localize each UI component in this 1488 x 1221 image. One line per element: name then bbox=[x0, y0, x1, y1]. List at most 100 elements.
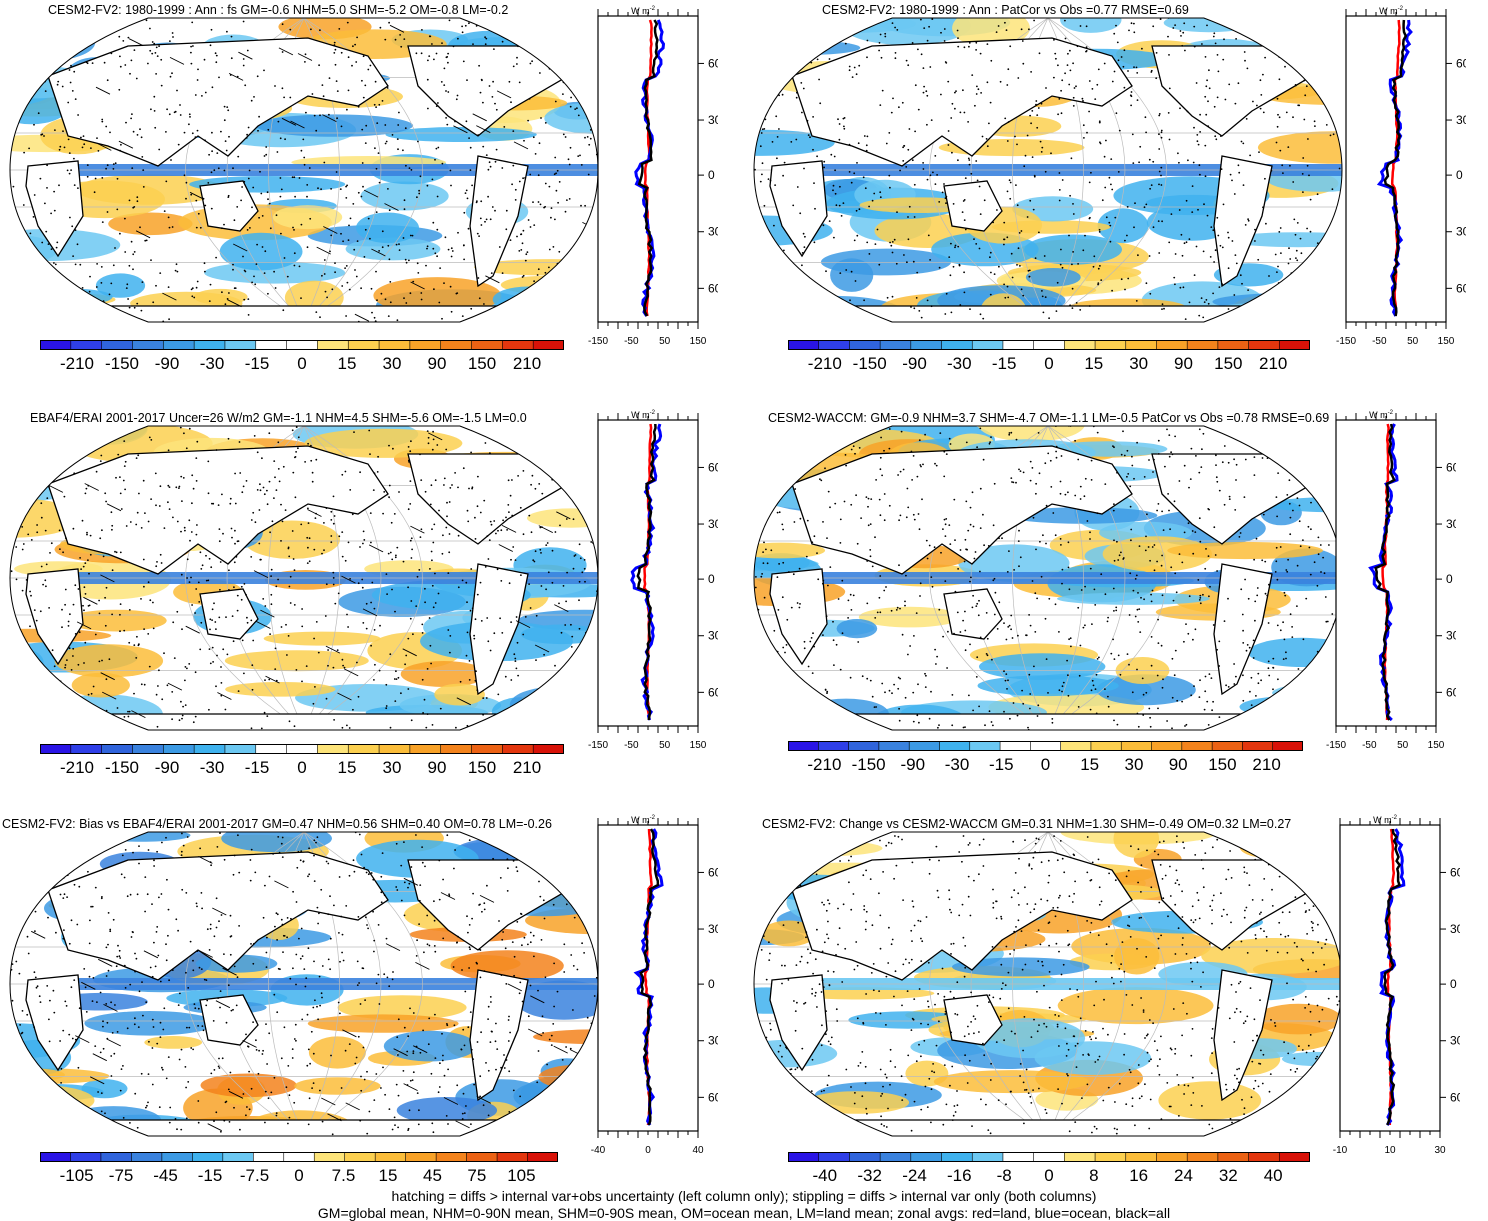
colorbar-swatch bbox=[818, 340, 851, 350]
stipple-dot bbox=[392, 447, 394, 450]
stipple-dot bbox=[584, 24, 587, 27]
stipple-dot bbox=[1309, 230, 1312, 233]
stipple-dot bbox=[1328, 79, 1331, 81]
stipple-dot bbox=[196, 129, 199, 132]
panel-1-colorbar bbox=[40, 340, 564, 350]
hatch-line bbox=[554, 604, 569, 613]
stipple-dot bbox=[286, 654, 288, 656]
stipple-dot bbox=[954, 91, 956, 94]
stipple-dot bbox=[323, 522, 325, 524]
stipple-dot bbox=[1145, 535, 1147, 538]
stipple-dot bbox=[823, 437, 825, 440]
stipple-dot bbox=[190, 531, 193, 533]
stipple-dot bbox=[1281, 164, 1284, 167]
stipple-dot bbox=[165, 131, 167, 133]
anomaly-region bbox=[754, 308, 808, 322]
stipple-dot bbox=[89, 275, 91, 278]
stipple-dot bbox=[570, 691, 572, 694]
stipple-dot bbox=[1047, 452, 1050, 455]
zonal-units-label: W m-2 bbox=[1379, 6, 1403, 16]
panel-2-colorbar bbox=[788, 340, 1310, 350]
stipple-dot bbox=[475, 670, 477, 673]
stipple-dot bbox=[1293, 464, 1296, 467]
land-mass bbox=[1213, 563, 1273, 696]
stipple-dot bbox=[812, 116, 814, 118]
stipple-dot bbox=[323, 161, 326, 164]
stipple-dot bbox=[881, 474, 883, 477]
stipple-dot bbox=[99, 460, 102, 462]
stipple-dot bbox=[403, 841, 405, 843]
stipple-dot bbox=[105, 1003, 108, 1005]
stipple-dot bbox=[36, 465, 39, 468]
stipple-dot bbox=[449, 651, 451, 654]
stipple-dot bbox=[150, 439, 153, 441]
stipple-dot bbox=[1188, 486, 1190, 489]
stipple-dot bbox=[1294, 720, 1297, 723]
stipple-dot bbox=[583, 559, 586, 561]
stipple-dot bbox=[556, 881, 559, 884]
colorbar-swatch bbox=[40, 340, 72, 350]
zonal-x-tick-label: 50 bbox=[1397, 740, 1409, 751]
stipple-dot bbox=[193, 296, 196, 299]
stipple-dot bbox=[1161, 308, 1163, 310]
stipple-dot bbox=[534, 487, 537, 490]
stipple-dot bbox=[886, 296, 889, 299]
stipple-dot bbox=[893, 683, 895, 686]
stipple-dot bbox=[1195, 82, 1198, 84]
stipple-dot bbox=[1284, 18, 1286, 19]
stipple-dot bbox=[1022, 62, 1025, 65]
stipple-dot bbox=[215, 449, 218, 451]
stipple-dot bbox=[1221, 283, 1224, 285]
stipple-dot bbox=[61, 626, 63, 629]
stipple-dot bbox=[1307, 525, 1310, 528]
stipple-dot bbox=[858, 447, 861, 449]
stipple-dot bbox=[896, 606, 899, 609]
stipple-dot bbox=[752, 125, 753, 127]
stipple-dot bbox=[976, 602, 979, 605]
stipple-dot bbox=[1321, 427, 1323, 430]
stipple-dot bbox=[165, 836, 167, 839]
stipple-dot bbox=[43, 135, 45, 137]
stipple-dot bbox=[356, 661, 358, 664]
stipple-dot bbox=[958, 263, 961, 266]
stipple-dot bbox=[246, 229, 249, 231]
stipple-dot bbox=[180, 573, 183, 576]
stipple-dot bbox=[1317, 289, 1319, 292]
stipple-dot bbox=[10, 273, 12, 276]
stipple-dot bbox=[293, 725, 296, 728]
stipple-dot bbox=[359, 471, 361, 474]
stipple-dot bbox=[378, 181, 381, 184]
stipple-dot bbox=[1082, 249, 1085, 252]
stipple-dot bbox=[839, 272, 842, 274]
stipple-dot bbox=[433, 945, 436, 947]
stipple-dot bbox=[340, 232, 342, 235]
stipple-dot bbox=[1003, 622, 1005, 624]
stipple-dot bbox=[1042, 311, 1045, 314]
stipple-dot bbox=[1174, 283, 1176, 286]
stipple-dot bbox=[408, 461, 410, 463]
stipple-dot bbox=[1196, 140, 1199, 143]
stipple-dot bbox=[938, 266, 941, 269]
stipple-dot bbox=[975, 605, 978, 607]
stipple-dot bbox=[345, 197, 348, 199]
stipple-dot bbox=[844, 441, 847, 444]
stipple-dot bbox=[1041, 146, 1044, 149]
stipple-dot bbox=[476, 200, 478, 203]
stipple-dot bbox=[1030, 71, 1032, 73]
stipple-dot bbox=[273, 460, 276, 462]
stipple-dot bbox=[344, 470, 347, 473]
stipple-dot bbox=[879, 575, 882, 577]
stipple-dot bbox=[196, 905, 198, 908]
stipple-dot bbox=[762, 506, 765, 509]
stipple-dot bbox=[486, 535, 489, 537]
stipple-dot bbox=[133, 644, 136, 646]
stipple-dot bbox=[450, 184, 452, 187]
stipple-dot bbox=[149, 599, 152, 602]
stipple-dot bbox=[300, 223, 303, 226]
stipple-dot bbox=[333, 904, 335, 907]
stipple-dot bbox=[433, 288, 435, 291]
stipple-dot bbox=[1199, 173, 1201, 176]
stipple-dot bbox=[55, 440, 57, 442]
stipple-dot bbox=[1006, 84, 1009, 86]
stipple-dot bbox=[543, 460, 546, 463]
